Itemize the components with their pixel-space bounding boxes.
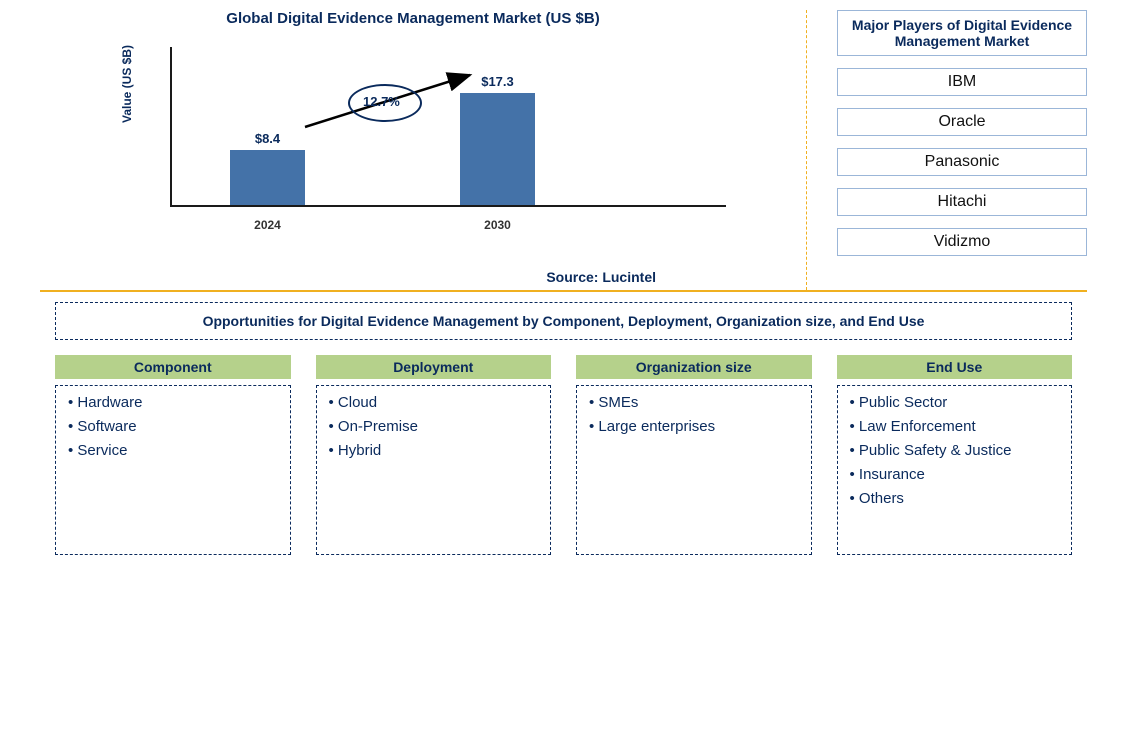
bar-chart: Value (US $B) $8.4 2024 $17.3 2030 12.7% [170, 47, 726, 237]
x-axis [170, 205, 726, 207]
xtick-2024: 2024 [230, 218, 305, 232]
categories-row: Component • Hardware • Software • Service De… [55, 355, 1072, 555]
category-items: • Hardware • Software • Service [55, 385, 291, 555]
category-item: • Hardware [68, 394, 278, 411]
category-column: Deployment • Cloud • On-Premise • Hybrid [316, 355, 552, 555]
category-item: • SMEs [589, 394, 799, 411]
chart-panel: Global Digital Evidence Management Marke… [40, 10, 807, 290]
players-title: Major Players of Digital Evidence Manage… [837, 10, 1087, 56]
category-item: • Public Safety & Justice [850, 442, 1060, 459]
category-item: • Large enterprises [589, 418, 799, 435]
chart-title: Global Digital Evidence Management Marke… [40, 10, 786, 27]
player-item: Hitachi [837, 188, 1087, 216]
bar-2024 [230, 150, 305, 205]
y-axis [170, 47, 172, 207]
category-header: End Use [837, 355, 1073, 379]
category-item: • Cloud [329, 394, 539, 411]
growth-rate-label: 12.7% [363, 94, 400, 109]
player-item: IBM [837, 68, 1087, 96]
category-item: • Insurance [850, 466, 1060, 483]
category-header: Deployment [316, 355, 552, 379]
category-column: Component • Hardware • Software • Service [55, 355, 291, 555]
bar-label-2024: $8.4 [230, 131, 305, 146]
category-item: • Others [850, 490, 1060, 507]
player-item: Oracle [837, 108, 1087, 136]
source-label: Source: Lucintel [546, 269, 656, 285]
category-item: • On-Premise [329, 418, 539, 435]
players-panel: Major Players of Digital Evidence Manage… [807, 10, 1087, 290]
category-item: • Software [68, 418, 278, 435]
top-region: Global Digital Evidence Management Marke… [0, 0, 1127, 290]
xtick-2030: 2030 [460, 218, 535, 232]
bar-label-2030: $17.3 [460, 74, 535, 89]
category-item: • Service [68, 442, 278, 459]
category-items: • Cloud • On-Premise • Hybrid [316, 385, 552, 555]
category-item: • Law Enforcement [850, 418, 1060, 435]
player-item: Panasonic [837, 148, 1087, 176]
opportunities-section: Opportunities for Digital Evidence Manag… [0, 292, 1127, 555]
category-column: Organization size • SMEs • Large enterpris… [576, 355, 812, 555]
category-column: End Use• Public Sector• Law Enforcement•… [837, 355, 1073, 555]
category-items: • SMEs • Large enterprises [576, 385, 812, 555]
category-item: • Public Sector [850, 394, 1060, 411]
category-item: • Hybrid [329, 442, 539, 459]
player-item: Vidizmo [837, 228, 1087, 256]
category-header: Organization size [576, 355, 812, 379]
y-axis-label: Value (US $B) [120, 45, 134, 123]
bar-2030 [460, 93, 535, 205]
opportunities-title: Opportunities for Digital Evidence Manag… [55, 302, 1072, 340]
category-header: Component [55, 355, 291, 379]
players-list: IBM Oracle Panasonic Hitachi Vidizmo [837, 68, 1087, 256]
category-items: • Public Sector • Law Enforcement • Public… [837, 385, 1073, 555]
